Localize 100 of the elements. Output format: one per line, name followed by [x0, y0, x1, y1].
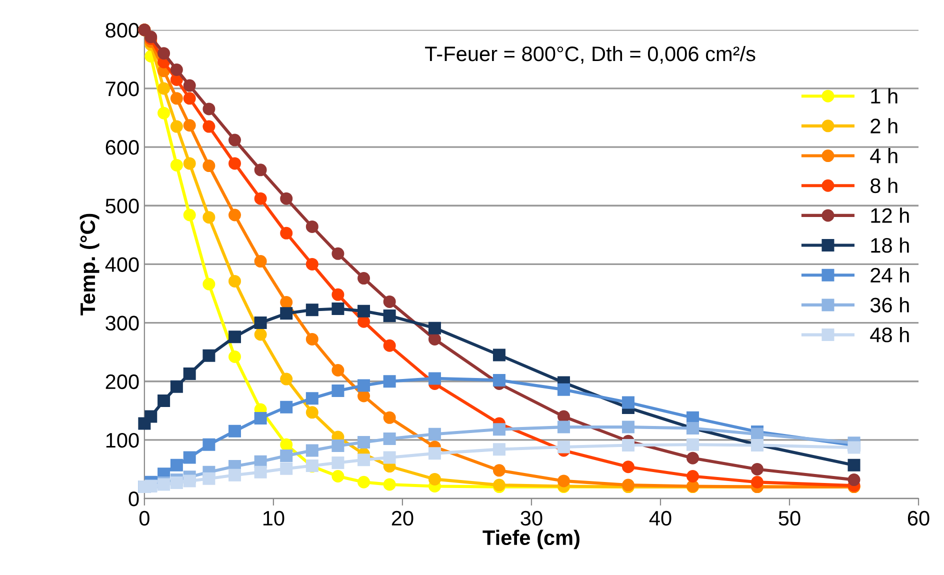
point — [280, 438, 293, 451]
point — [750, 462, 764, 476]
point — [332, 440, 344, 452]
y-tick-label: 200 — [106, 374, 139, 390]
point — [280, 307, 293, 320]
point — [228, 424, 241, 438]
point — [254, 316, 267, 330]
y-tick-label: 100 — [106, 432, 139, 448]
point — [228, 468, 241, 482]
legend-label: 36 h — [870, 297, 909, 312]
point — [202, 472, 216, 485]
point — [383, 375, 396, 388]
point — [306, 332, 318, 346]
point — [492, 348, 506, 362]
point — [280, 450, 293, 462]
point — [280, 400, 293, 414]
legend-label: 2 h — [870, 118, 898, 134]
point — [183, 451, 196, 464]
point — [358, 476, 370, 488]
y-tick-label: 800 — [106, 22, 139, 38]
x-tick-label: 30 — [520, 510, 542, 526]
point — [686, 438, 699, 451]
point — [557, 440, 570, 454]
x-tick-label: 10 — [263, 510, 284, 526]
point — [280, 372, 293, 386]
point — [306, 220, 318, 233]
x-axis-title: Tiefe (cm) — [482, 530, 580, 550]
x-tick-label: 40 — [649, 510, 672, 526]
point — [158, 106, 170, 120]
legend-label: 18 h — [871, 237, 909, 253]
point — [228, 208, 241, 222]
x-tick-label: 50 — [778, 510, 800, 526]
point — [202, 120, 216, 133]
y-tick-label: 300 — [106, 316, 139, 331]
point — [622, 460, 634, 474]
point — [183, 79, 196, 92]
point — [158, 47, 170, 60]
point — [183, 92, 196, 105]
x-tick-label: 60 — [908, 510, 930, 526]
x-tick-label: 0 — [139, 510, 150, 526]
point — [280, 226, 293, 240]
y-tick-label: 500 — [106, 198, 139, 214]
y-axis-title: Temp. (°C) — [80, 214, 100, 316]
point — [228, 274, 241, 288]
point — [202, 102, 216, 116]
point — [622, 396, 634, 409]
point — [332, 456, 344, 470]
point — [306, 406, 318, 419]
point — [428, 428, 441, 440]
point — [332, 302, 344, 315]
y-tick-label: 0 — [128, 492, 139, 506]
point — [254, 466, 267, 478]
point — [383, 310, 396, 322]
point — [158, 394, 170, 407]
point — [383, 451, 396, 464]
y-tick-label: 700 — [106, 81, 139, 96]
point — [306, 392, 318, 405]
point — [170, 92, 183, 105]
point — [280, 296, 293, 309]
point — [557, 420, 570, 434]
point — [183, 474, 196, 488]
point — [332, 288, 344, 301]
annotation: T-Feuer = 800°C, Dth = 0,006 cm²/s — [425, 46, 756, 64]
point — [280, 462, 293, 475]
legend-label: 1 h — [871, 88, 898, 104]
point — [332, 470, 344, 483]
point — [848, 458, 860, 472]
point — [306, 258, 318, 270]
point — [158, 82, 170, 95]
point — [848, 441, 860, 454]
point — [170, 63, 183, 76]
point — [228, 350, 241, 364]
point — [228, 157, 241, 170]
point — [183, 208, 196, 222]
point — [557, 383, 570, 396]
point — [750, 476, 764, 488]
point — [358, 436, 370, 449]
point — [492, 443, 506, 456]
point — [383, 432, 396, 446]
point — [622, 420, 634, 434]
point — [170, 458, 183, 472]
legend-label: 48 h — [870, 326, 909, 342]
point — [202, 211, 216, 224]
point — [383, 295, 396, 308]
legend-label: 4 h — [870, 148, 898, 164]
point — [428, 332, 441, 346]
point — [280, 192, 293, 205]
point — [557, 474, 570, 488]
point — [428, 447, 441, 460]
point — [170, 120, 183, 133]
point — [202, 438, 216, 451]
point — [144, 410, 158, 423]
point — [358, 272, 370, 285]
point — [686, 452, 699, 464]
point — [183, 119, 196, 132]
y-tick-label: 400 — [105, 257, 139, 272]
point — [254, 192, 267, 205]
legend-label: 24 h — [870, 267, 909, 282]
point — [254, 164, 267, 176]
point — [428, 322, 441, 334]
